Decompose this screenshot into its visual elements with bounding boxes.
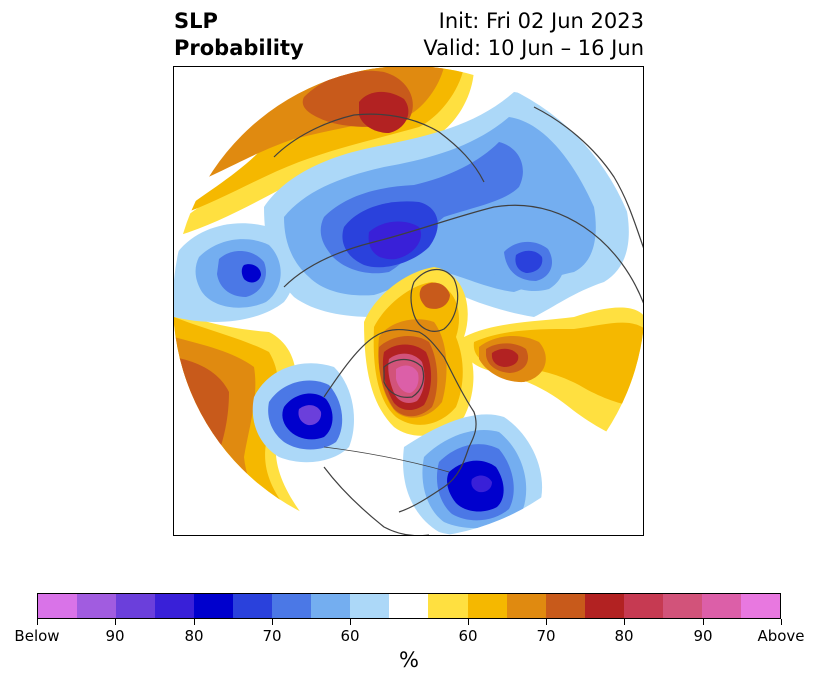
atlantic-positive-anomaly-red (491, 348, 519, 367)
colorbar-segment-2 (116, 594, 156, 618)
map-svg (174, 67, 643, 535)
colorbar-tick-label: 90 (105, 627, 125, 645)
mexico-coast (323, 466, 429, 535)
greenland-coast (410, 269, 459, 332)
gulf-negative-anomaly-violet (298, 405, 322, 426)
colorbar-segment-18 (740, 594, 780, 618)
colorbar-tick-label: 90 (693, 627, 713, 645)
colorbar-tick (115, 619, 116, 625)
colorbar-tick-label: Above (757, 627, 805, 645)
colorbar-tick (546, 619, 547, 625)
north-america-coast (323, 329, 477, 513)
colorbar-segment-11 (467, 594, 507, 618)
colorbar-segment-14 (584, 594, 624, 618)
siberia-negative-anomaly-blue (515, 250, 543, 273)
colorbar-tick-label: 60 (458, 627, 478, 645)
colorbar-tick (194, 619, 195, 625)
colorbar-tick-label: 60 (340, 627, 360, 645)
canada-positive-anomaly-pink (396, 365, 419, 393)
polar-negative-anomaly-indigo (368, 221, 422, 260)
colorbar-tick (468, 619, 469, 625)
colorbar-segment-4 (194, 594, 234, 618)
colorbar-tick (703, 619, 704, 625)
coastlines (273, 106, 643, 535)
colorbar-segment-3 (155, 594, 195, 618)
colorbar-tick-label: 80 (184, 627, 204, 645)
valid-range-text: Valid: 10 Jun – 16 Jun (423, 36, 644, 60)
colorbar-segment-6 (272, 594, 312, 618)
colorbar-segment-8 (350, 594, 390, 618)
colorbar-segment-1 (77, 594, 117, 618)
colorbar-tick (37, 619, 38, 625)
asia-pacific-coast (533, 106, 643, 249)
east-negative-anomaly-indigo (471, 475, 492, 493)
date-info: Init: Fri 02 Jun 2023 Valid: 10 Jun – 16… (423, 8, 644, 62)
colorbar-tick (350, 619, 351, 625)
colorbar-segment-12 (506, 594, 546, 618)
colorbar-segment-16 (662, 594, 702, 618)
title-line-2: Probability (174, 36, 304, 60)
chart-title: SLP Probability (174, 8, 304, 62)
colorbar-tick-label: 80 (614, 627, 634, 645)
probability-shading (174, 67, 643, 535)
greenland-positive-anomaly-brick (419, 282, 450, 309)
colorbar-segment-7 (311, 594, 351, 618)
colorbar-tick (624, 619, 625, 625)
colorbar-segment-17 (701, 594, 741, 618)
eurasia-coast (283, 204, 643, 304)
north-positive-anomaly-red (359, 91, 409, 133)
colorbar-tick-label: 70 (536, 627, 556, 645)
us-border (323, 446, 450, 473)
left-negative-anomaly-deep (241, 264, 261, 283)
colorbar-segment-15 (623, 594, 663, 618)
colorbar-tick-label: 70 (262, 627, 282, 645)
colorbar-segment-9 (389, 594, 429, 618)
left-negative-anomaly-mid (217, 251, 266, 297)
colorbar-tick (272, 619, 273, 625)
colorbar-segment-0 (38, 594, 78, 618)
europe-coast (273, 113, 485, 183)
probability-map (173, 66, 644, 536)
hudson-bay-coast (383, 358, 425, 398)
colorbar-unit-label: % (399, 648, 419, 672)
colorbar-tick (781, 619, 782, 625)
colorbar-segment-10 (428, 594, 468, 618)
colorbar-segment-13 (545, 594, 585, 618)
init-date-text: Init: Fri 02 Jun 2023 (438, 9, 644, 33)
colorbar-segment-5 (233, 594, 273, 618)
probability-colorbar (37, 593, 781, 619)
title-line-1: SLP (174, 9, 218, 33)
colorbar-tick-label: Below (14, 627, 60, 645)
